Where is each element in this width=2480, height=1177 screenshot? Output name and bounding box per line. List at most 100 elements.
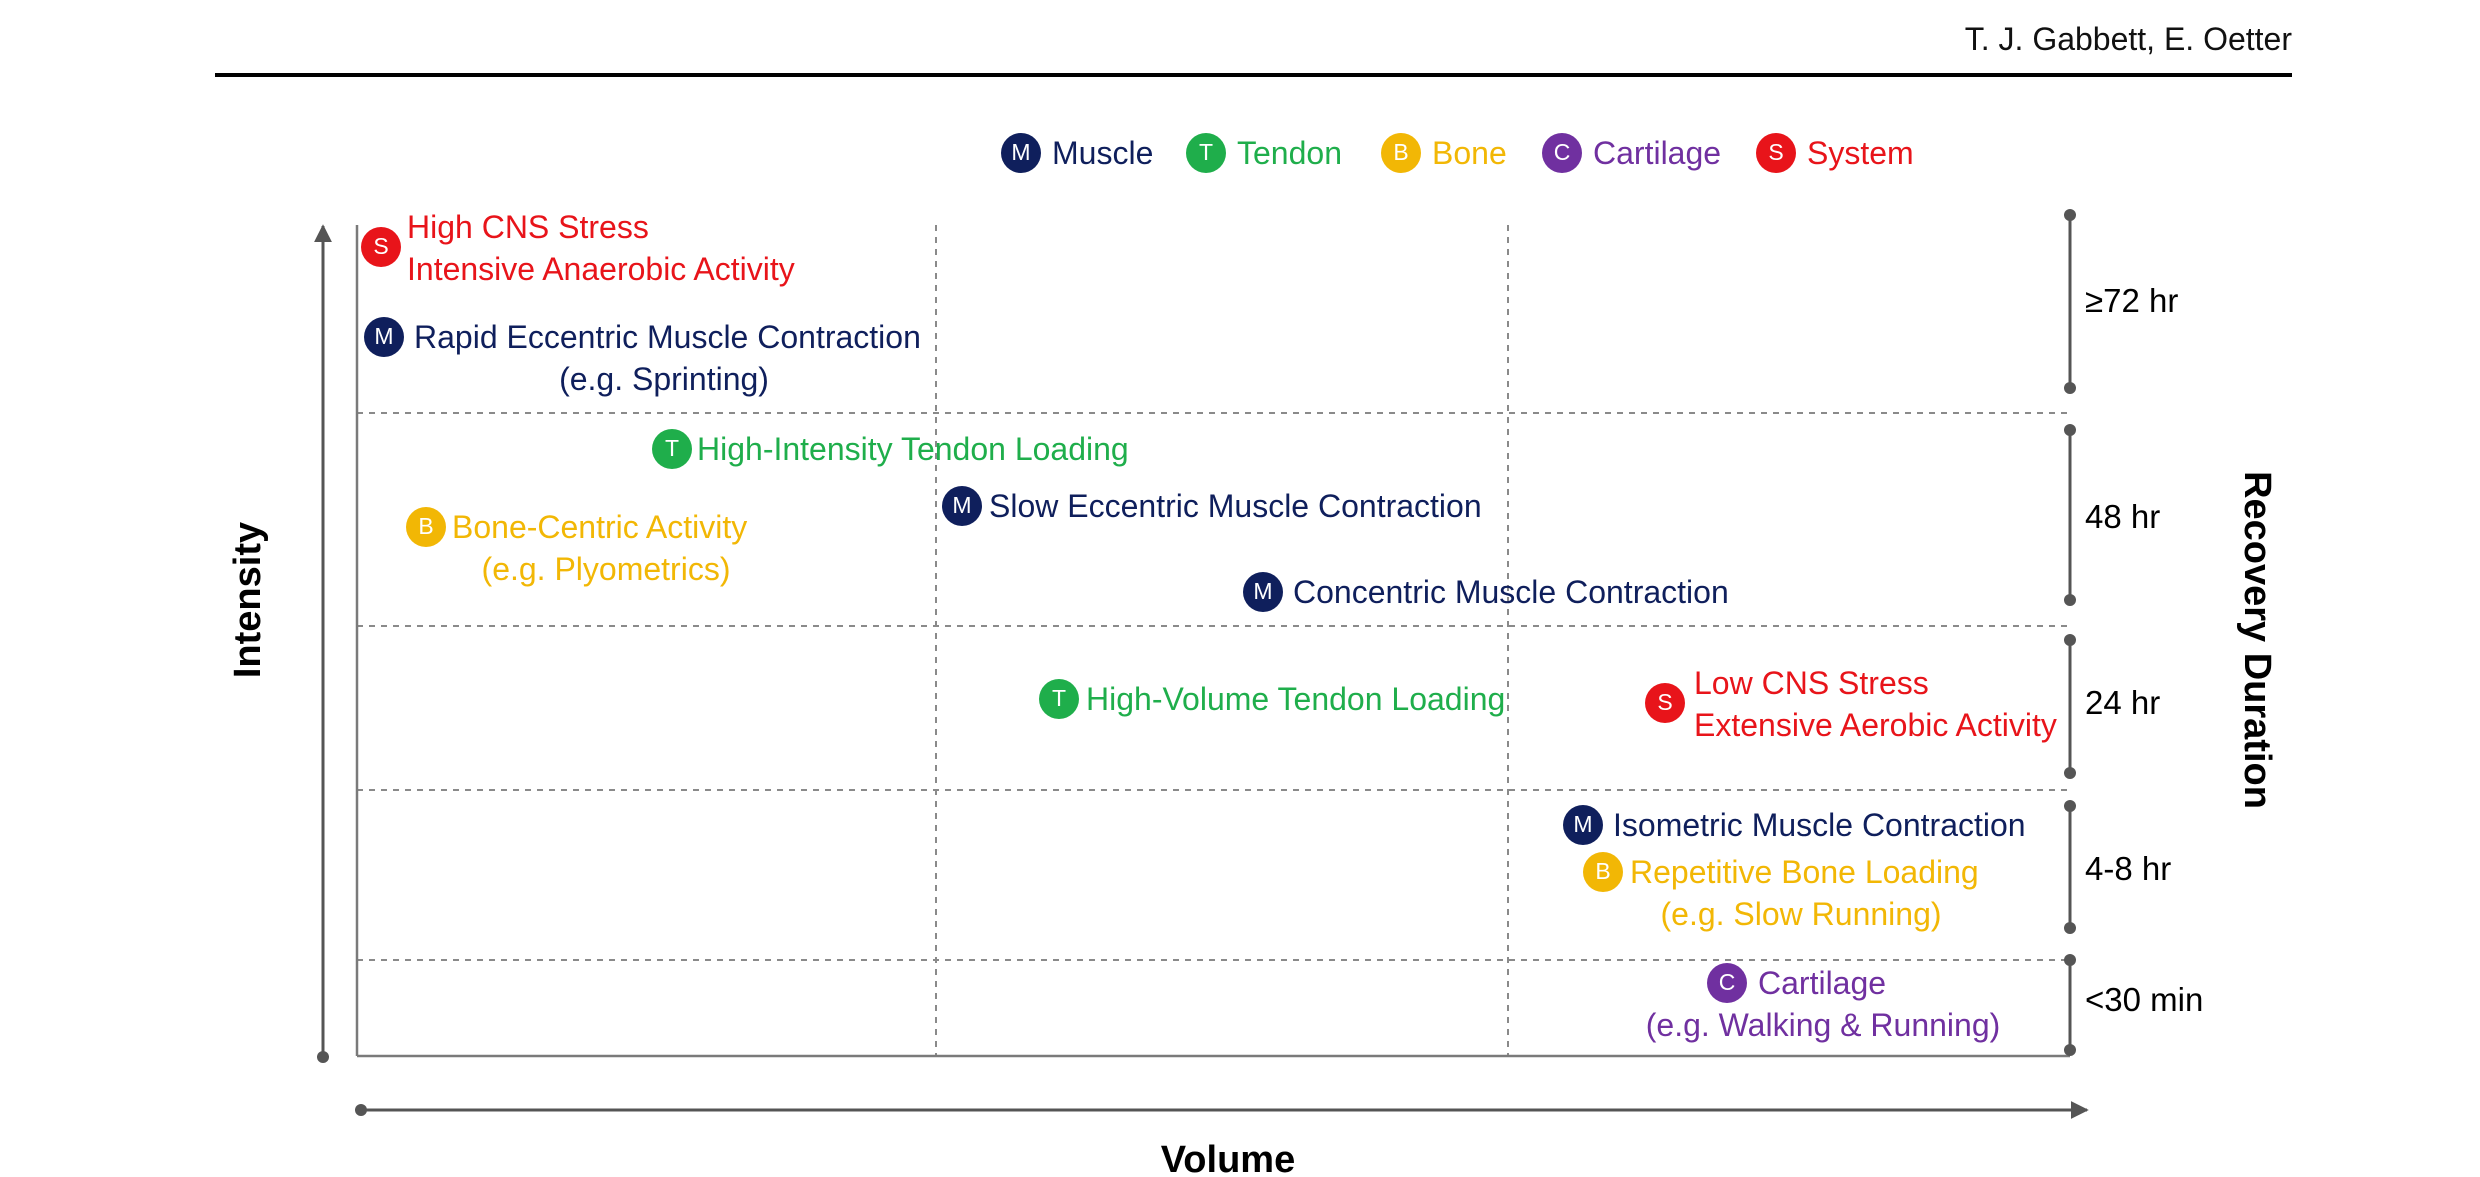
cartilage-badge-icon-circle [1707, 963, 1747, 1003]
activity-sublabel: (e.g. Sprinting) [559, 361, 769, 397]
recovery-band-1: ≥72 hr [2064, 209, 2178, 394]
bracket-top-dot [2064, 209, 2076, 221]
bracket-top-dot [2064, 800, 2076, 812]
muscle-badge-icon-letter: M [374, 323, 393, 349]
activity-item-4: B Bone-Centric Activity (e.g. Plyometrics) [406, 507, 747, 587]
muscle-badge-icon-circle [1563, 805, 1603, 845]
bracket-bottom-dot [2064, 1044, 2076, 1056]
activity-item-6: M Concentric Muscle Contraction [1243, 572, 1729, 612]
tendon-badge-icon-letter: T [665, 435, 679, 461]
activity-label: Cartilage [1758, 965, 1886, 1001]
legend: M Muscle T Tendon B Bone C Cartilage S System [1001, 133, 1914, 173]
activity-item-11: C Cartilage (e.g. Walking & Running) [1646, 963, 2001, 1043]
recovery-duration-value: 48 hr [2085, 498, 2160, 535]
bone-badge-icon-letter: B [418, 513, 433, 539]
activity-label: High-Volume Tendon Loading [1086, 681, 1505, 717]
activity-label: Slow Eccentric Muscle Contraction [989, 488, 1482, 524]
bracket-bottom-dot [2064, 922, 2076, 934]
recovery-duration-value: 24 hr [2085, 684, 2160, 721]
tendon-badge-icon-circle [1186, 133, 1226, 173]
muscle-badge-icon-letter: M [1573, 811, 1592, 837]
activity-label: Low CNS Stress [1694, 665, 1929, 701]
bone-badge-icon-circle [1583, 852, 1623, 892]
recovery-duration-value: <30 min [2085, 981, 2203, 1018]
activity-label: High CNS Stress [407, 209, 649, 245]
activity-item-9: M Isometric Muscle Contraction [1563, 805, 2026, 845]
grid-lines [357, 225, 2070, 1056]
recovery-band-5: <30 min [2064, 954, 2203, 1056]
cartilage-badge-icon: C [1707, 963, 1747, 1003]
author-credit: T. J. Gabbett, E. Oetter [1965, 21, 2293, 57]
activity-label: Concentric Muscle Contraction [1293, 574, 1729, 610]
cartilage-badge-icon-letter: C [1554, 139, 1571, 165]
tendon-badge-icon-letter: T [1199, 139, 1213, 165]
muscle-badge-icon-letter: M [1253, 578, 1272, 604]
activity-sublabel: Extensive Aerobic Activity [1694, 707, 2057, 743]
recovery-brackets: ≥72 hr 48 hr 24 hr 4-8 hr <30 min [2064, 209, 2203, 1056]
activity-label: Bone-Centric Activity [452, 509, 747, 545]
muscle-badge-icon: M [1563, 805, 1603, 845]
muscle-badge-icon: M [1243, 572, 1283, 612]
tendon-badge-icon-circle [652, 429, 692, 469]
system-badge-icon-circle [361, 227, 401, 267]
activity-item-1: S High CNS Stress Intensive Anaerobic Acti… [361, 209, 795, 287]
legend-label-cartilage: Cartilage [1593, 135, 1721, 171]
muscle-badge-icon-letter: M [1011, 139, 1030, 165]
bracket-top-dot [2064, 634, 2076, 646]
activity-item-3: T High-Intensity Tendon Loading [652, 429, 1129, 469]
cartilage-badge-icon-letter: C [1719, 969, 1736, 995]
activity-label: High-Intensity Tendon Loading [697, 431, 1129, 467]
muscle-badge-icon-circle [364, 317, 404, 357]
activity-label: Repetitive Bone Loading [1630, 854, 1979, 890]
tendon-badge-icon: T [652, 429, 692, 469]
bone-badge-icon: B [1583, 852, 1623, 892]
bracket-bottom-dot [2064, 767, 2076, 779]
bracket-top-dot [2064, 424, 2076, 436]
legend-item-muscle: M Muscle [1001, 133, 1153, 173]
recovery-duration-value: ≥72 hr [2085, 282, 2178, 319]
legend-item-system: S System [1756, 133, 1914, 173]
intensity-axis-origin-dot [317, 1051, 329, 1063]
bracket-bottom-dot [2064, 594, 2076, 606]
bracket-bottom-dot [2064, 382, 2076, 394]
legend-label-tendon: Tendon [1237, 135, 1342, 171]
legend-label-muscle: Muscle [1052, 135, 1153, 171]
activity-sublabel: (e.g. Plyometrics) [482, 551, 731, 587]
system-badge-icon-circle [1645, 683, 1685, 723]
bracket-top-dot [2064, 954, 2076, 966]
activity-items: S High CNS Stress Intensive Anaerobic Acti… [361, 209, 2057, 1043]
cartilage-badge-icon: C [1542, 133, 1582, 173]
activity-sublabel: (e.g. Walking & Running) [1646, 1007, 2001, 1043]
legend-label-system: System [1807, 135, 1914, 171]
bone-badge-icon: B [1381, 133, 1421, 173]
activity-item-8: S Low CNS Stress Extensive Aerobic Activit… [1645, 665, 2057, 743]
legend-label-bone: Bone [1432, 135, 1507, 171]
system-badge-icon: S [361, 227, 401, 267]
activity-sublabel: Intensive Anaerobic Activity [407, 251, 795, 287]
recovery-band-3: 24 hr [2064, 634, 2160, 779]
muscle-badge-icon-letter: M [952, 492, 971, 518]
legend-item-cartilage: C Cartilage [1542, 133, 1721, 173]
system-badge-icon: S [1645, 683, 1685, 723]
activity-item-10: B Repetitive Bone Loading (e.g. Slow Runni… [1583, 852, 1979, 932]
recovery-band-4: 4-8 hr [2064, 800, 2171, 934]
volume-axis-origin-dot [355, 1104, 367, 1116]
activity-label: Isometric Muscle Contraction [1613, 807, 2026, 843]
intensity-axis-label: Intensity [227, 522, 269, 678]
bone-badge-icon-letter: B [1393, 139, 1408, 165]
recovery-band-2: 48 hr [2064, 424, 2160, 606]
system-badge-icon-circle [1756, 133, 1796, 173]
cartilage-badge-icon-circle [1542, 133, 1582, 173]
recovery-duration-value: 4-8 hr [2085, 850, 2171, 887]
muscle-badge-icon: M [1001, 133, 1041, 173]
recovery-duration-label: Recovery Duration [2236, 471, 2278, 809]
plot-frame [355, 225, 2070, 1058]
activity-item-2: M Rapid Eccentric Muscle Contraction (e.g.… [364, 317, 921, 397]
system-badge-icon-letter: S [1768, 139, 1783, 165]
muscle-badge-icon-circle [942, 486, 982, 526]
bone-badge-icon: B [406, 507, 446, 547]
volume-axis-label: Volume [1161, 1139, 1295, 1177]
bone-badge-icon-circle [406, 507, 446, 547]
activity-item-7: T High-Volume Tendon Loading [1039, 679, 1505, 719]
